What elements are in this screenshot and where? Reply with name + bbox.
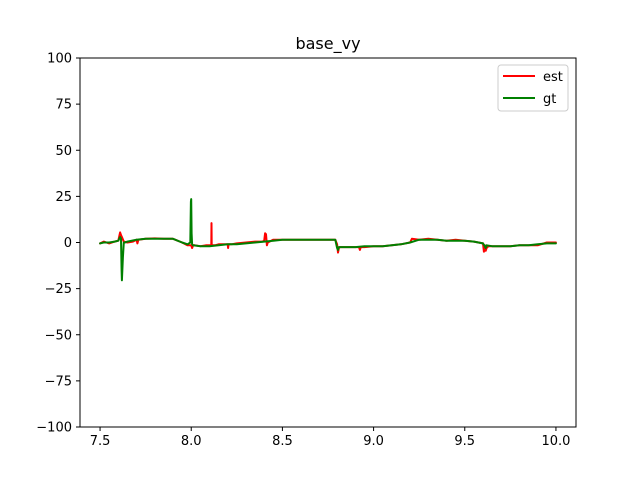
y-tick-label: 25 xyxy=(55,190,72,205)
series-layer xyxy=(99,198,557,282)
x-tick-label: 8.0 xyxy=(181,434,202,449)
y-tick-label: 50 xyxy=(55,144,72,159)
chart-title: base_vy xyxy=(295,34,360,54)
x-tick-label: 10.0 xyxy=(541,434,570,449)
y-tick-label: −25 xyxy=(45,282,72,297)
y-tick-label: −75 xyxy=(45,374,72,389)
series-line-gt xyxy=(99,198,557,282)
y-tick-label: −50 xyxy=(45,328,72,343)
y-tick-label: 0 xyxy=(64,236,72,251)
y-tick-label: 100 xyxy=(47,52,72,67)
x-axis: 7.5 8.0 8.5 9.0 9.5 10.0 xyxy=(90,427,570,449)
x-tick-label: 7.5 xyxy=(90,434,111,449)
x-tick-label: 9.0 xyxy=(363,434,384,449)
x-tick-label: 9.5 xyxy=(454,434,475,449)
x-tick-label: 8.5 xyxy=(272,434,293,449)
legend: est gt xyxy=(497,64,569,112)
legend-est-label: est xyxy=(543,70,563,85)
legend-gt-label: gt xyxy=(543,92,556,107)
y-tick-label: 75 xyxy=(55,98,72,113)
y-tick-label: −100 xyxy=(36,421,72,436)
y-axis: 100 75 50 25 0 −25 −50 −75 −100 xyxy=(36,52,80,436)
